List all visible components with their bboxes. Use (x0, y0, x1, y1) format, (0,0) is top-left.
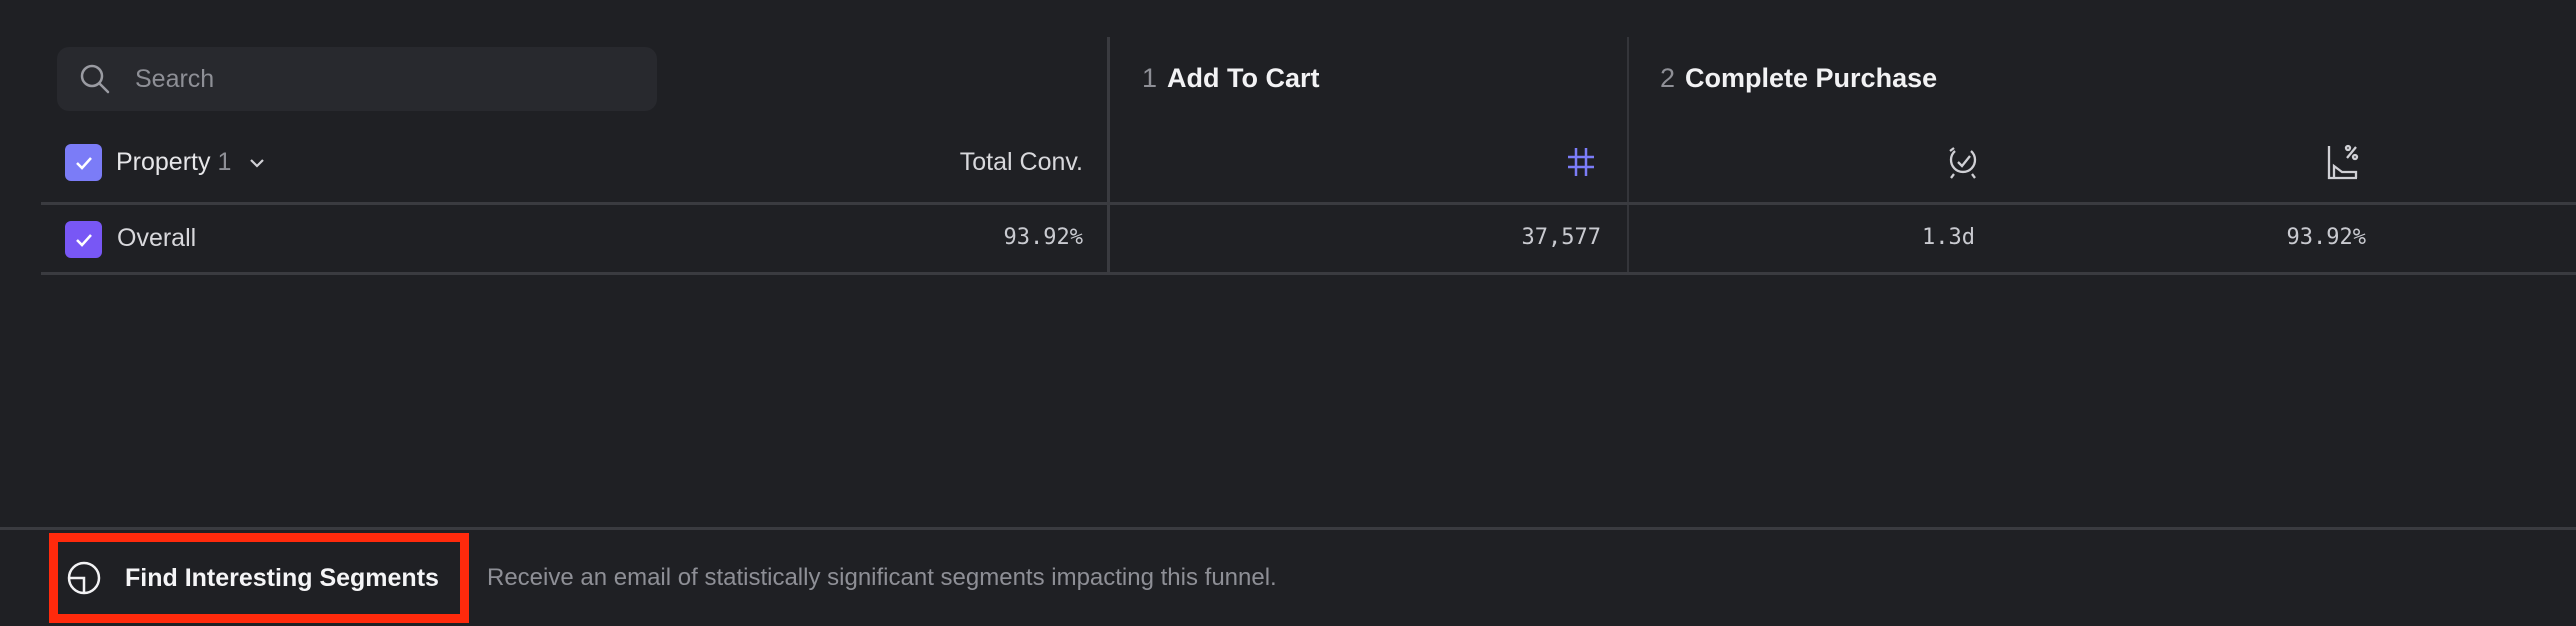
row-checkbox[interactable] (65, 221, 102, 258)
total-conv-header: Total Conv. (959, 148, 1083, 176)
select-all-checkbox[interactable] (65, 144, 102, 181)
property-dropdown[interactable]: Property 1 (116, 148, 266, 177)
column-divider (1627, 37, 1629, 274)
segments-icon (67, 561, 101, 595)
search-icon (80, 64, 110, 94)
find-interesting-segments-label: Find Interesting Segments (125, 563, 439, 592)
search-placeholder: Search (135, 65, 215, 93)
property-count: 1 (217, 148, 232, 176)
highlight-box (49, 533, 469, 623)
step-2-header: 2 Complete Purchase (1660, 63, 1938, 93)
search-input[interactable]: Search (57, 47, 657, 111)
step-2-conversion: 93.92% (2286, 225, 2366, 250)
step-2-time: 1.3d (1922, 225, 1975, 250)
header-divider (41, 202, 2576, 205)
total-conv-value: 93.92% (1003, 225, 1083, 250)
row-divider (41, 272, 2576, 275)
chart-percent-icon[interactable] (2326, 144, 2360, 180)
find-interesting-segments-button[interactable]: Find Interesting Segments (66, 556, 439, 600)
property-label: Property (116, 148, 211, 176)
hash-icon[interactable] (1565, 146, 1597, 178)
step-1-count: 37,577 (1521, 225, 1601, 250)
row-label: Overall (117, 224, 197, 252)
footer-divider (0, 527, 2576, 530)
check-icon (75, 233, 92, 247)
step-1-header: 1 Add To Cart (1142, 63, 1320, 93)
clock-check-icon[interactable] (1946, 145, 1980, 179)
check-icon (75, 156, 92, 170)
chevron-down-icon (250, 159, 265, 168)
column-divider (1107, 37, 1110, 274)
footer-description: Receive an email of statistically signif… (487, 564, 1277, 591)
